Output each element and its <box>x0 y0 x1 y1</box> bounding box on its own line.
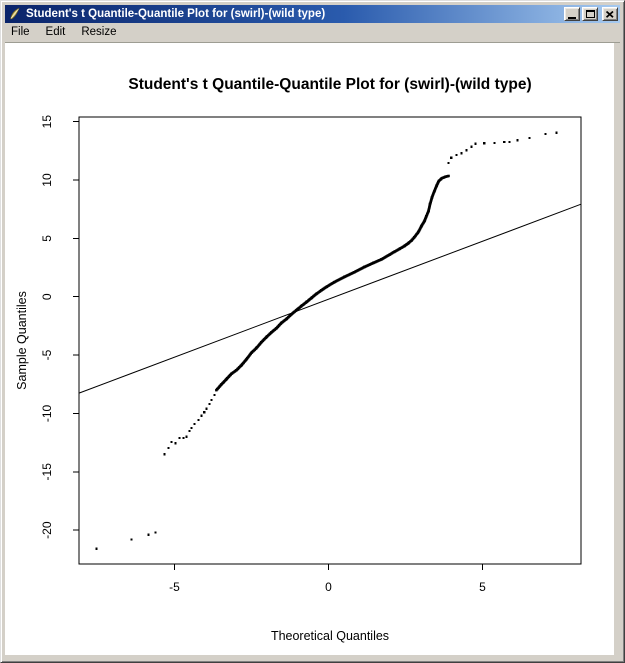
menu-bar: File Edit Resize <box>5 23 620 42</box>
maximize-icon <box>585 10 595 18</box>
svg-text:15: 15 <box>40 115 54 129</box>
maximize-button[interactable] <box>582 7 598 21</box>
qq-plot: Student's t Quantile-Quantile Plot for (… <box>15 76 582 643</box>
plot-title: Student's t Quantile-Quantile Plot for (… <box>128 76 531 93</box>
quill-feather-icon <box>10 7 20 20</box>
svg-text:-15: -15 <box>40 463 54 481</box>
menu-item-file[interactable]: File <box>11 26 30 38</box>
svg-text:5: 5 <box>479 580 486 594</box>
svg-text:0: 0 <box>325 580 332 594</box>
svg-text:10: 10 <box>40 173 54 187</box>
y-axis-label: Sample Quantiles <box>15 291 29 390</box>
minimize-icon <box>568 16 576 19</box>
svg-text:-5: -5 <box>169 580 180 594</box>
axes <box>73 116 582 570</box>
close-icon <box>606 10 614 18</box>
tick-labels: -5 0 5 15 10 5 0 -5 -10 -15 -20 <box>40 115 486 594</box>
svg-text:0: 0 <box>40 293 54 300</box>
window-controls <box>562 7 618 21</box>
x-axis-label: Theoretical Quantiles <box>271 629 389 643</box>
dense-points-layer <box>215 174 450 392</box>
sparse-points-layer <box>95 131 558 550</box>
menu-item-resize[interactable]: Resize <box>81 26 117 38</box>
minimize-button[interactable] <box>564 7 580 21</box>
window-title: Student's t Quantile-Quantile Plot for (… <box>26 8 326 20</box>
title-bar[interactable]: Student's t Quantile-Quantile Plot for (… <box>5 5 620 23</box>
svg-text:-10: -10 <box>40 404 54 422</box>
svg-text:-5: -5 <box>40 349 54 360</box>
menu-separator <box>5 42 620 43</box>
menu-item-edit[interactable]: Edit <box>45 26 66 38</box>
qq-reference-line <box>78 203 582 394</box>
close-button[interactable] <box>602 7 618 21</box>
svg-text:-20: -20 <box>40 521 54 539</box>
plot-canvas: Student's t Quantile-Quantile Plot for (… <box>5 43 614 655</box>
svg-text:5: 5 <box>40 235 54 242</box>
